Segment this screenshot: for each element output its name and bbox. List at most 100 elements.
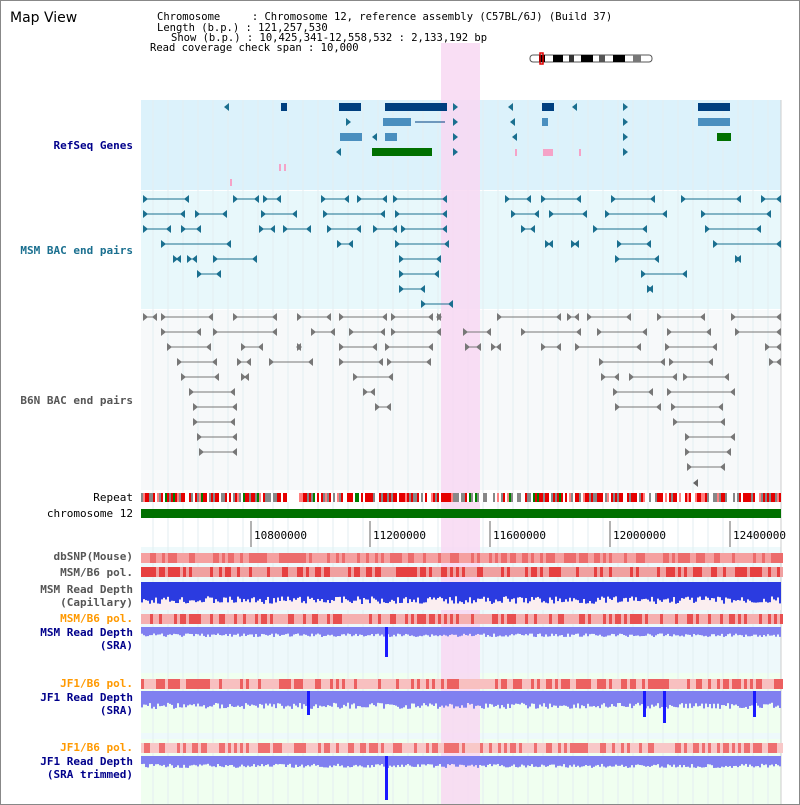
depth-bar bbox=[739, 582, 741, 601]
depth-bar bbox=[457, 691, 459, 707]
repeat-segment bbox=[203, 493, 205, 502]
repeat-segment bbox=[589, 493, 591, 502]
depth-bar bbox=[749, 691, 751, 706]
depth-bar bbox=[543, 582, 545, 602]
msm-depth-capillary-label[interactable]: MSM Read Depth (Capillary) bbox=[40, 583, 133, 609]
heat-strip-cell bbox=[378, 553, 381, 563]
repeat-segment bbox=[349, 493, 351, 502]
depth-bar bbox=[503, 627, 505, 637]
depth-bar bbox=[397, 582, 399, 598]
repeat-segment bbox=[421, 493, 423, 502]
depth-bar bbox=[217, 691, 219, 704]
heat-strip-cell bbox=[468, 567, 471, 577]
chromosome-ideogram-icon[interactable] bbox=[529, 52, 654, 66]
depth-bar bbox=[751, 756, 753, 767]
depth-bar bbox=[561, 582, 563, 603]
heat-strip-cell bbox=[774, 679, 777, 689]
depth-bar bbox=[189, 582, 191, 601]
heat-strip-cell bbox=[363, 743, 366, 753]
repeat-segment bbox=[521, 493, 523, 502]
heat-strip-cell bbox=[342, 553, 345, 563]
heat-strip-cell bbox=[192, 679, 195, 689]
repeat-segment bbox=[683, 493, 685, 502]
repeat-segment bbox=[217, 493, 219, 502]
heat-strip-cell bbox=[453, 567, 456, 577]
depth-bar bbox=[199, 691, 201, 707]
heat-strip-cell bbox=[609, 743, 612, 753]
repeat-segment bbox=[245, 493, 247, 502]
depth-bar bbox=[613, 691, 615, 707]
b6n-bac-pair bbox=[181, 373, 186, 381]
heat-strip-cell bbox=[372, 679, 375, 689]
depth-bar bbox=[405, 691, 407, 706]
depth-bar bbox=[539, 627, 541, 634]
heat-strip-cell bbox=[471, 567, 474, 577]
b6n-bac-pair bbox=[656, 403, 661, 411]
heat-strip-cell bbox=[180, 553, 183, 563]
depth-bar bbox=[483, 756, 485, 766]
msm-bac-label[interactable]: MSM BAC end pairs bbox=[20, 244, 133, 257]
depth-bar bbox=[429, 627, 431, 637]
heat-strip-cell bbox=[705, 743, 708, 753]
heat-strip-cell bbox=[669, 553, 672, 563]
refseq-genes-label[interactable]: RefSeq Genes bbox=[53, 139, 133, 152]
chromosome-label: chromosome 12 bbox=[46, 507, 133, 520]
depth-bar bbox=[595, 756, 597, 766]
b6n-bac-label[interactable]: B6N BAC end pairs bbox=[20, 394, 133, 407]
depth-bar bbox=[327, 627, 329, 635]
heat-strip-cell bbox=[684, 614, 687, 624]
heat-strip-cell bbox=[684, 567, 687, 577]
depth-bar bbox=[277, 691, 279, 704]
depth-bar bbox=[545, 691, 547, 707]
jf1-b6-pol-label[interactable]: JF1/B6 pol. bbox=[60, 677, 133, 690]
repeat-segment bbox=[753, 493, 755, 502]
heat-strip-cell bbox=[558, 553, 561, 563]
depth-bar bbox=[327, 691, 329, 706]
heat-strip-cell bbox=[264, 614, 267, 624]
jf1-depth-sra-trimmed-label[interactable]: JF1 Read Depth (SRA trimmed) bbox=[40, 755, 133, 781]
depth-bar bbox=[505, 582, 507, 597]
heat-strip-cell bbox=[168, 679, 171, 689]
heat-strip-cell bbox=[561, 614, 564, 624]
msm-b6-pol-label[interactable]: MSM/B6 pol. bbox=[60, 566, 133, 579]
msm-b6-pol-2-label[interactable]: MSM/B6 pol. bbox=[60, 612, 133, 625]
depth-bar bbox=[711, 582, 713, 599]
jf1-b6-pol-2-label[interactable]: JF1/B6 pol. bbox=[60, 741, 133, 754]
repeat-segment bbox=[701, 493, 703, 502]
depth-bar bbox=[415, 756, 417, 767]
depth-bar bbox=[507, 756, 509, 768]
heat-strip-cell bbox=[636, 679, 639, 689]
repeat-segment bbox=[549, 493, 551, 502]
repeat-segment bbox=[179, 493, 181, 502]
repeat-segment bbox=[577, 493, 579, 502]
dbsnp-label[interactable]: dbSNP(Mouse) bbox=[53, 550, 133, 563]
depth-bar bbox=[435, 691, 437, 704]
heat-strip-cell bbox=[216, 567, 219, 577]
depth-bar bbox=[415, 582, 417, 603]
refseq-gene bbox=[385, 103, 447, 111]
depth-bar bbox=[509, 691, 511, 709]
repeat-segment bbox=[705, 493, 707, 502]
b6n-bac-pair bbox=[575, 343, 580, 351]
depth-bar bbox=[679, 582, 681, 601]
jf1-depth-sra-label[interactable]: JF1 Read Depth (SRA) bbox=[40, 691, 133, 717]
heat-strip-cell bbox=[579, 679, 582, 689]
heat-strip-cell bbox=[450, 614, 453, 624]
depth-bar bbox=[229, 756, 231, 766]
b6n-bac-pair bbox=[378, 358, 383, 366]
heat-strip-cell bbox=[771, 614, 774, 624]
heat-strip-cell bbox=[660, 553, 663, 563]
repeat-segment bbox=[603, 493, 605, 502]
repeat-segment bbox=[197, 493, 199, 502]
depth-bar bbox=[263, 627, 265, 635]
depth-bar bbox=[517, 691, 519, 704]
msm-bac-pair bbox=[276, 195, 281, 203]
heat-strip-cell bbox=[441, 679, 444, 689]
msm-depth-sra-label[interactable]: MSM Read Depth (SRA) bbox=[40, 626, 133, 652]
depth-bar bbox=[549, 691, 551, 704]
heat-strip-cell bbox=[513, 743, 516, 753]
heat-strip-cell bbox=[591, 553, 594, 563]
msm-bac-pair bbox=[143, 195, 148, 203]
depth-bar bbox=[697, 627, 699, 635]
